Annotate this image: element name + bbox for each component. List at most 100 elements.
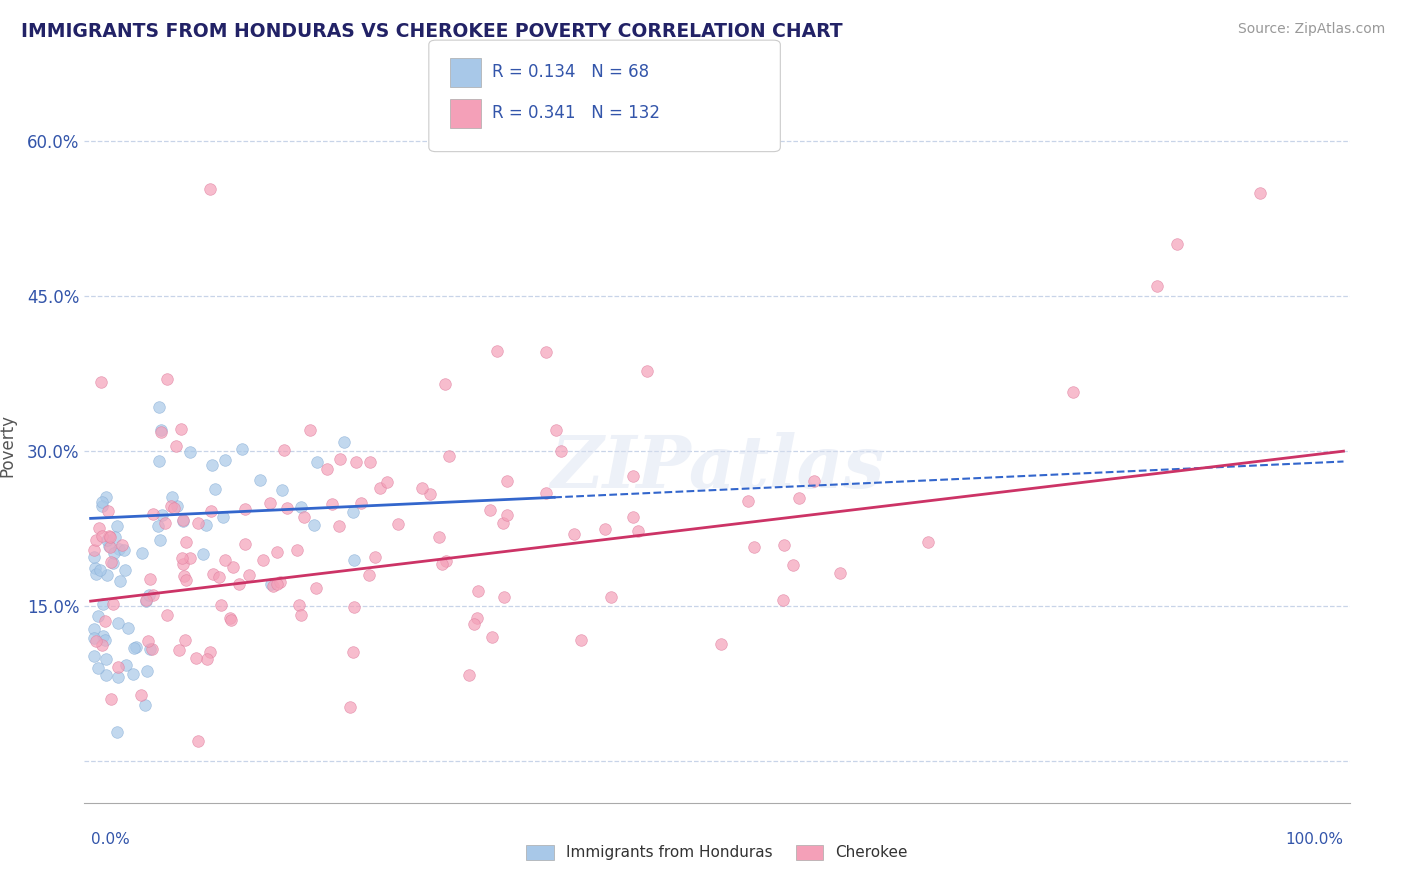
Point: [165, 439, 187, 453]
Point: [160, 499, 183, 513]
Point: [83, 622, 105, 636]
Point: [96, 533, 118, 548]
Point: [546, 423, 568, 437]
Point: [142, 507, 165, 521]
Point: [98, 530, 121, 544]
Point: [139, 642, 162, 657]
Point: [496, 474, 519, 488]
Point: [135, 593, 157, 607]
Point: [174, 573, 197, 587]
Point: [290, 500, 312, 514]
Point: [122, 667, 145, 681]
Point: [97, 539, 120, 553]
Point: [292, 509, 315, 524]
Point: [214, 453, 236, 467]
Point: [146, 518, 169, 533]
Point: [115, 658, 138, 673]
Point: [333, 434, 356, 449]
Point: [486, 344, 509, 359]
Point: [569, 633, 592, 648]
Point: [269, 574, 291, 589]
Point: [153, 516, 176, 531]
Point: [86, 661, 108, 675]
Point: [135, 592, 157, 607]
Point: [101, 557, 124, 571]
Point: [97, 504, 120, 518]
Point: [135, 664, 157, 678]
Point: [156, 371, 179, 385]
Point: [100, 691, 122, 706]
Point: [437, 449, 460, 463]
Point: [179, 445, 201, 459]
Point: [179, 551, 201, 566]
Point: [195, 652, 218, 666]
Point: [202, 567, 225, 582]
Point: [271, 483, 294, 497]
Point: [142, 588, 165, 602]
Point: [186, 651, 208, 665]
Point: [174, 633, 197, 648]
Point: [434, 554, 457, 568]
Point: [105, 724, 128, 739]
Point: [433, 376, 456, 391]
Point: [139, 573, 162, 587]
Text: IMMIGRANTS FROM HONDURAS VS CHEROKEE POVERTY CORRELATION CHART: IMMIGRANTS FROM HONDURAS VS CHEROKEE POV…: [21, 22, 842, 41]
Point: [262, 579, 284, 593]
Point: [1249, 186, 1271, 200]
Point: [1146, 278, 1168, 293]
Point: [710, 637, 733, 651]
Point: [316, 461, 339, 475]
Point: [156, 607, 179, 622]
Point: [134, 698, 156, 712]
Point: [298, 423, 321, 437]
Point: [149, 423, 172, 437]
Point: [107, 660, 129, 674]
Text: R = 0.134   N = 68: R = 0.134 N = 68: [492, 63, 650, 81]
Point: [150, 508, 173, 522]
Point: [83, 549, 105, 564]
Point: [83, 542, 105, 557]
Point: [90, 499, 112, 513]
Point: [84, 567, 107, 582]
Point: [534, 345, 557, 359]
Point: [359, 455, 381, 469]
Point: [411, 481, 433, 495]
Point: [93, 632, 115, 647]
Point: [107, 615, 129, 630]
Point: [828, 566, 851, 581]
Point: [1062, 385, 1084, 400]
Point: [138, 588, 160, 602]
Point: [107, 541, 129, 556]
Point: [350, 496, 373, 510]
Point: [195, 518, 218, 533]
Point: [343, 599, 366, 614]
Point: [172, 514, 194, 528]
Point: [117, 621, 139, 635]
Point: [173, 569, 195, 583]
Point: [495, 508, 517, 523]
Point: [742, 540, 765, 554]
Point: [463, 617, 485, 632]
Point: [136, 634, 159, 648]
Point: [187, 516, 209, 531]
Text: Source: ZipAtlas.com: Source: ZipAtlas.com: [1237, 22, 1385, 37]
Point: [621, 469, 644, 483]
Point: [162, 490, 184, 504]
Point: [259, 496, 281, 510]
Point: [91, 529, 114, 543]
Point: [302, 517, 325, 532]
Point: [200, 504, 222, 518]
Point: [148, 454, 170, 468]
Text: 0.0%: 0.0%: [90, 831, 129, 847]
Point: [419, 487, 441, 501]
Point: [103, 546, 125, 560]
Point: [91, 495, 114, 509]
Legend: Immigrants from Honduras, Cherokee: Immigrants from Honduras, Cherokee: [520, 838, 914, 866]
Point: [108, 574, 131, 589]
Point: [163, 500, 186, 515]
Point: [550, 443, 572, 458]
Point: [343, 552, 366, 566]
Point: [344, 455, 367, 469]
Point: [249, 473, 271, 487]
Point: [1166, 237, 1188, 252]
